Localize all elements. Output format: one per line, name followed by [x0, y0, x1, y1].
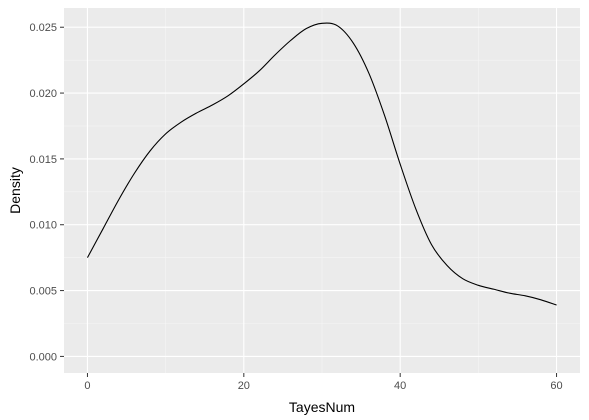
x-axis-title: TayesNum [289, 399, 355, 415]
x-tick-label: 20 [238, 380, 250, 392]
y-tick-label: 0.025 [29, 22, 57, 34]
x-tick-label: 40 [394, 380, 406, 392]
y-tick-label: 0.005 [29, 286, 57, 298]
minor-grid [64, 8, 580, 373]
x-tick-label: 60 [550, 380, 562, 392]
x-axis: 0 20 40 60 [84, 373, 563, 392]
y-tick-label: 0.015 [29, 154, 57, 166]
density-line [86, 22, 557, 306]
y-axis: 0.000 0.005 0.010 0.015 0.020 0.025 [29, 22, 64, 363]
y-tick-label: 0.020 [29, 88, 57, 100]
major-grid [64, 8, 580, 373]
y-tick-label: 0.000 [29, 351, 57, 363]
y-tick-label: 0.010 [29, 220, 57, 232]
x-tick-label: 0 [84, 380, 90, 392]
y-axis-title: Density [7, 167, 23, 214]
